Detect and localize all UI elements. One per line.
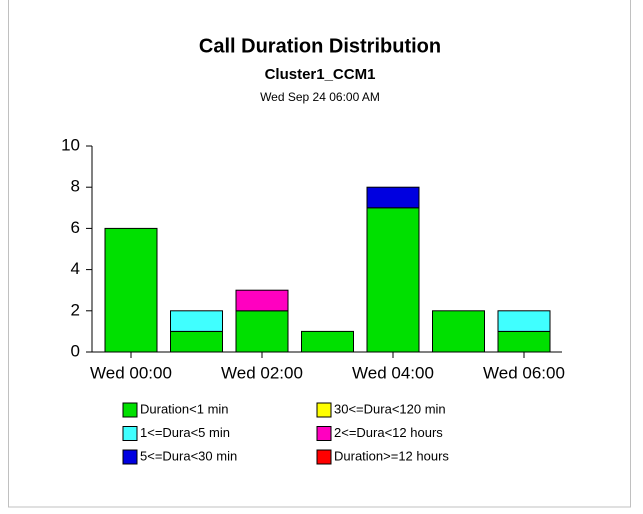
bar-segment	[235, 289, 289, 312]
x-tick-label: Wed 00:00	[90, 363, 172, 382]
legend-label: 30<=Dura<120 min	[334, 401, 446, 416]
x-tick-label: Wed 06:00	[483, 363, 565, 382]
legend-label: 2<=Dura<12 hours	[334, 425, 443, 440]
legend-swatch	[316, 449, 332, 465]
y-tick-label: 0	[71, 341, 80, 360]
legend-swatch	[122, 449, 138, 465]
legend-label: Duration<1 min	[140, 401, 229, 416]
y-tick-label: 2	[71, 300, 80, 319]
bar-segment	[235, 310, 289, 353]
legend-swatch	[316, 426, 332, 441]
legend-label: 1<=Dura<5 min	[140, 425, 230, 440]
legend-swatch	[122, 402, 138, 418]
bar-segment	[104, 227, 158, 353]
x-tick-label: Wed 04:00	[352, 363, 434, 382]
y-tick-label: 8	[71, 177, 80, 196]
y-tick-label: 10	[61, 135, 80, 154]
bar-segment	[301, 330, 354, 353]
bar-segment	[497, 310, 551, 332]
x-tick-label: Wed 02:00	[221, 363, 303, 382]
bar-segment	[170, 330, 223, 353]
legend-swatch	[316, 402, 332, 418]
legend-label: 5<=Dura<30 min	[140, 448, 237, 463]
chart-title: Call Duration Distribution	[199, 35, 441, 57]
bar-segment	[366, 207, 420, 353]
legend-swatch	[122, 426, 138, 441]
legend-label: Duration>=12 hours	[334, 448, 449, 463]
chart-annotation: Wed Sep 24 06:00 AM	[260, 90, 380, 104]
bar-segment	[170, 310, 223, 332]
bar-segment	[432, 310, 485, 353]
bar-segment	[497, 330, 551, 353]
bar-segment	[366, 186, 420, 209]
chart-subtitle: Cluster1_CCM1	[265, 66, 376, 83]
y-tick-label: 4	[71, 259, 80, 278]
y-tick-label: 6	[71, 218, 80, 237]
